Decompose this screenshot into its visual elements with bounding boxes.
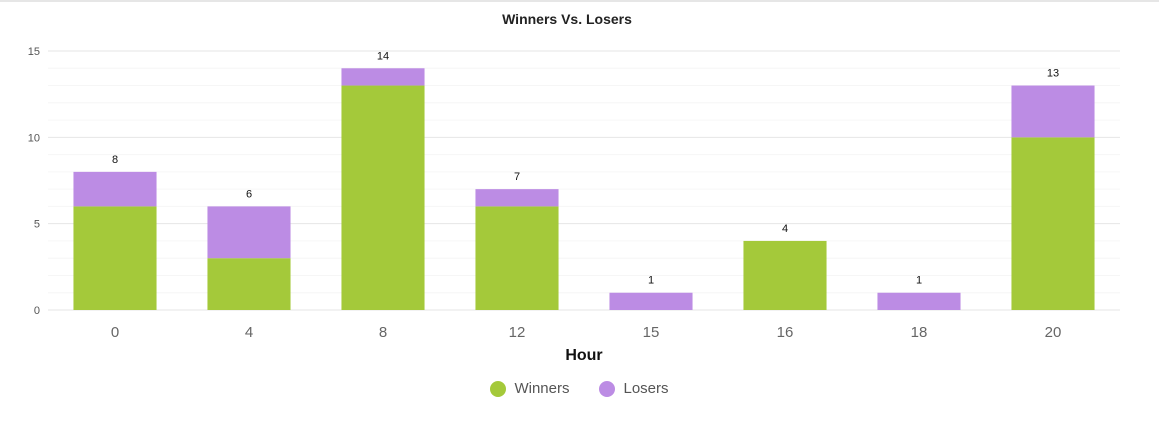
x-axis-ticks: 0 4 8 12 15 16 18 20: [111, 324, 1062, 341]
legend-item-winners[interactable]: Winners: [490, 380, 569, 397]
x-tick-label: 20: [1045, 324, 1062, 341]
legend: Winners Losers: [0, 380, 1159, 397]
x-tick-label: 18: [911, 324, 928, 341]
x-tick-label: 4: [245, 324, 253, 341]
x-axis-label: Hour: [565, 347, 602, 364]
legend-label: Losers: [623, 380, 669, 397]
bar-winners-0[interactable]: [73, 206, 157, 310]
y-axis-ticks: 0 5 10 15: [28, 46, 40, 317]
bar-winners-20[interactable]: [1011, 137, 1095, 310]
bar-losers-12[interactable]: [475, 189, 559, 207]
y-tick-label: 5: [34, 219, 40, 231]
data-label-total: 1: [648, 275, 654, 287]
bars: [73, 68, 1095, 311]
x-tick-label: 8: [379, 324, 387, 341]
bar-winners-12[interactable]: [475, 206, 559, 310]
data-label-total: 1: [916, 275, 922, 287]
data-label-total: 8: [112, 154, 118, 166]
data-label-total: 13: [1047, 68, 1059, 80]
data-label-total: 6: [246, 188, 252, 200]
bar-losers-0[interactable]: [73, 171, 157, 207]
legend-item-losers[interactable]: Losers: [599, 380, 669, 397]
x-tick-label: 12: [509, 324, 526, 341]
x-tick-label: 15: [643, 324, 660, 341]
bar-losers-20[interactable]: [1011, 85, 1095, 138]
y-tick-label: 0: [34, 305, 40, 317]
top-border: [0, 0, 1159, 2]
data-label-total: 14: [377, 50, 389, 62]
y-tick-label: 10: [28, 132, 40, 144]
data-label-total: 7: [514, 171, 520, 183]
legend-label: Winners: [514, 380, 570, 397]
data-label-total: 4: [782, 223, 788, 235]
chart-title: Winners Vs. Losers: [502, 11, 632, 27]
bar-losers-18[interactable]: [877, 292, 961, 310]
bar-losers-15[interactable]: [609, 292, 693, 310]
bar-winners-4[interactable]: [207, 258, 291, 310]
x-tick-label: 0: [111, 324, 119, 341]
legend-marker-icon: [490, 380, 507, 397]
bar-losers-4[interactable]: [207, 206, 291, 259]
bar-losers-8[interactable]: [341, 68, 425, 86]
x-tick-label: 16: [777, 324, 794, 341]
bar-winners-16[interactable]: [743, 240, 827, 310]
legend-marker-icon: [599, 380, 616, 397]
bar-winners-8[interactable]: [341, 85, 425, 311]
y-tick-label: 15: [28, 46, 40, 58]
